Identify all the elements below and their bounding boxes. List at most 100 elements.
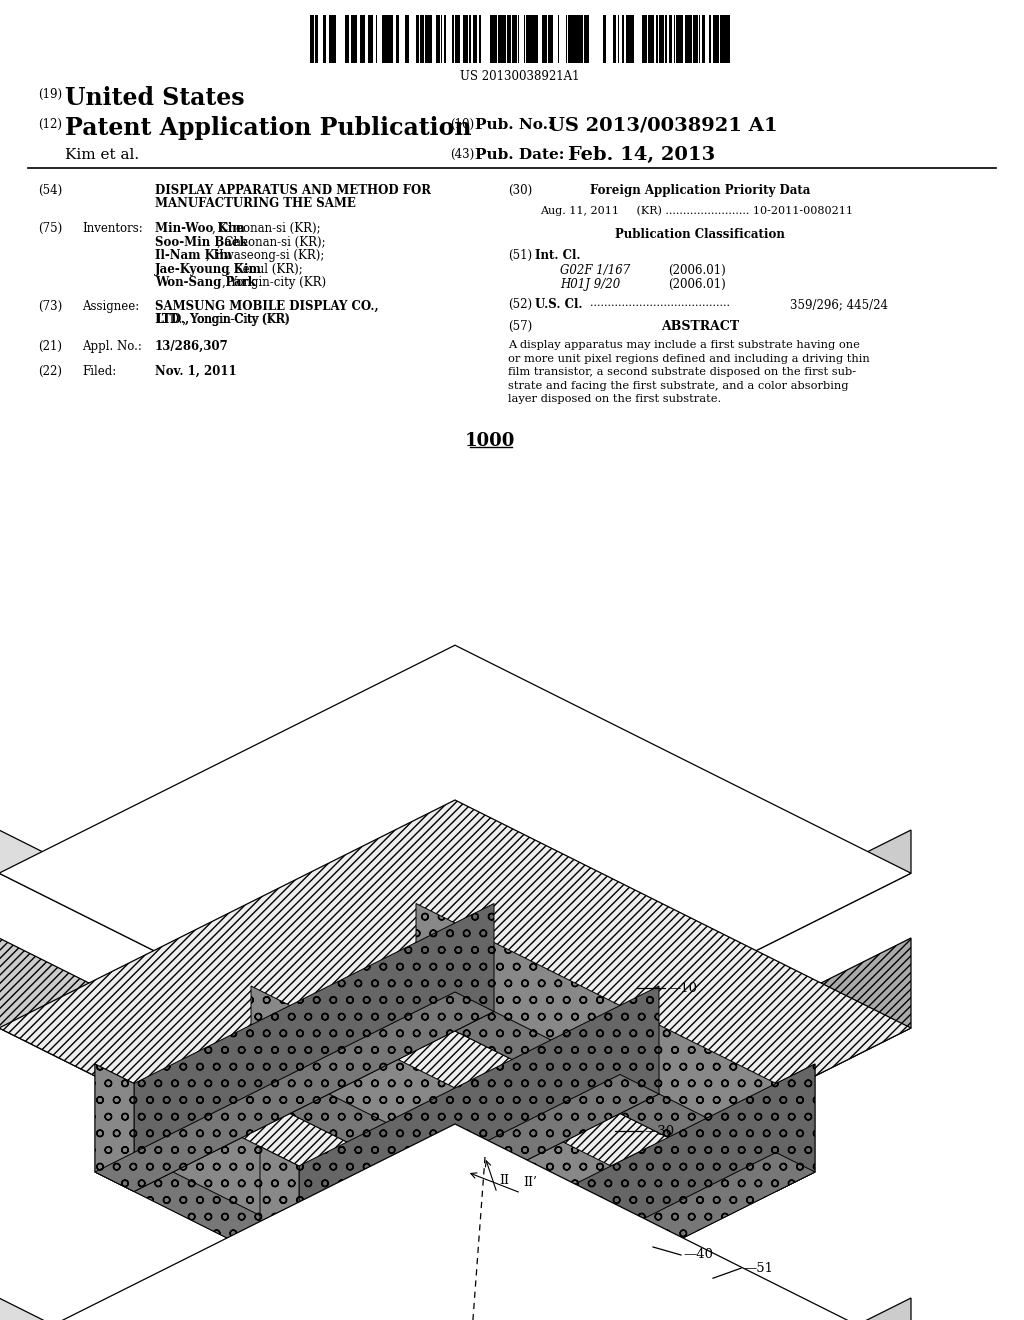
Text: (73): (73)	[38, 300, 62, 313]
Bar	[540, 15, 542, 63]
Bar	[391, 15, 393, 63]
Text: 1000: 1000	[465, 432, 515, 450]
Polygon shape	[416, 903, 776, 1192]
Bar	[430, 15, 432, 63]
Bar	[438, 15, 440, 63]
Bar	[572, 15, 574, 63]
Bar	[409, 15, 411, 63]
Bar	[509, 15, 511, 63]
Bar	[428, 15, 430, 63]
Bar	[714, 15, 717, 63]
Bar	[548, 15, 550, 63]
Polygon shape	[0, 800, 911, 1257]
Bar	[555, 15, 557, 63]
Bar	[604, 15, 606, 63]
Text: Pub. Date:: Pub. Date:	[475, 148, 564, 162]
Bar	[432, 15, 434, 63]
Bar	[590, 15, 594, 63]
Polygon shape	[95, 1064, 134, 1192]
Bar	[507, 15, 509, 63]
Bar	[683, 15, 685, 63]
Text: Soo-Min Baek: Soo-Min Baek	[155, 235, 248, 248]
Text: —51: —51	[743, 1262, 773, 1275]
Bar	[436, 15, 438, 63]
Polygon shape	[0, 830, 455, 1101]
Bar	[672, 15, 674, 63]
Bar	[650, 15, 654, 63]
Bar	[530, 15, 534, 63]
Polygon shape	[455, 830, 911, 1101]
Text: —40: —40	[683, 1249, 713, 1262]
Text: Pub. No.:: Pub. No.:	[475, 117, 554, 132]
Bar	[403, 15, 406, 63]
Polygon shape	[455, 1225, 494, 1320]
Bar	[455, 15, 458, 63]
Bar	[312, 15, 314, 63]
Text: II’: II’	[523, 1176, 537, 1189]
Bar	[351, 15, 353, 63]
Bar	[336, 15, 339, 63]
Polygon shape	[251, 1074, 650, 1274]
Polygon shape	[776, 1064, 815, 1192]
Bar	[686, 15, 688, 63]
Text: Kim et al.: Kim et al.	[65, 148, 139, 162]
Text: Int. Cl.: Int. Cl.	[535, 249, 581, 261]
Polygon shape	[455, 939, 911, 1257]
Bar	[326, 15, 329, 63]
Text: Aug. 11, 2011     (KR) ........................ 10-2011-0080211: Aug. 11, 2011 (KR) .....................…	[540, 205, 853, 215]
Text: (43): (43)	[450, 148, 474, 161]
Bar	[460, 15, 463, 63]
Text: H01J 9/20: H01J 9/20	[560, 279, 621, 290]
Text: , Seoul (KR);: , Seoul (KR);	[227, 263, 303, 276]
Polygon shape	[134, 903, 494, 1192]
Polygon shape	[0, 1125, 911, 1320]
Bar	[642, 15, 644, 63]
Bar	[407, 15, 409, 63]
Bar	[562, 15, 566, 63]
Bar	[553, 15, 555, 63]
Text: Appl. No.:: Appl. No.:	[82, 341, 142, 352]
Bar	[717, 15, 719, 63]
Bar	[490, 15, 494, 63]
Text: (30): (30)	[508, 183, 532, 197]
Bar	[382, 15, 385, 63]
Text: US 2013/0038921 A1: US 2013/0038921 A1	[548, 116, 777, 135]
Bar	[622, 15, 624, 63]
Bar	[656, 15, 658, 63]
Polygon shape	[0, 1298, 455, 1320]
Polygon shape	[416, 1152, 815, 1320]
Text: United States: United States	[65, 86, 245, 110]
Text: Yongin-City (KR): Yongin-City (KR)	[187, 313, 290, 326]
Text: 13/286,307: 13/286,307	[155, 341, 228, 352]
Text: Jae-Kyoung Kim: Jae-Kyoung Kim	[155, 263, 262, 276]
Bar	[624, 15, 626, 63]
Bar	[570, 15, 572, 63]
Bar	[495, 15, 497, 63]
Bar	[614, 15, 616, 63]
Bar	[608, 15, 610, 63]
Text: , Cheonan-si (KR);: , Cheonan-si (KR);	[212, 222, 321, 235]
Bar	[711, 15, 713, 63]
Bar	[659, 15, 662, 63]
Bar	[323, 15, 325, 63]
Bar	[618, 15, 622, 63]
Bar	[416, 15, 418, 63]
Bar	[594, 15, 596, 63]
Bar	[361, 15, 364, 63]
Bar	[728, 15, 730, 63]
Text: (19): (19)	[38, 88, 62, 102]
Bar	[534, 15, 536, 63]
Text: 359/296; 445/24: 359/296; 445/24	[790, 298, 888, 312]
Text: —10: —10	[668, 982, 697, 995]
Bar	[365, 15, 368, 63]
Text: U.S. Cl.: U.S. Cl.	[535, 298, 583, 312]
Text: (10): (10)	[450, 117, 474, 131]
Bar	[499, 15, 501, 63]
Bar	[503, 15, 506, 63]
Bar	[449, 15, 452, 63]
Text: MANUFACTURING THE SAME: MANUFACTURING THE SAME	[155, 197, 356, 210]
Bar	[458, 15, 460, 63]
Bar	[559, 15, 562, 63]
Bar	[568, 15, 570, 63]
Polygon shape	[260, 1074, 659, 1274]
